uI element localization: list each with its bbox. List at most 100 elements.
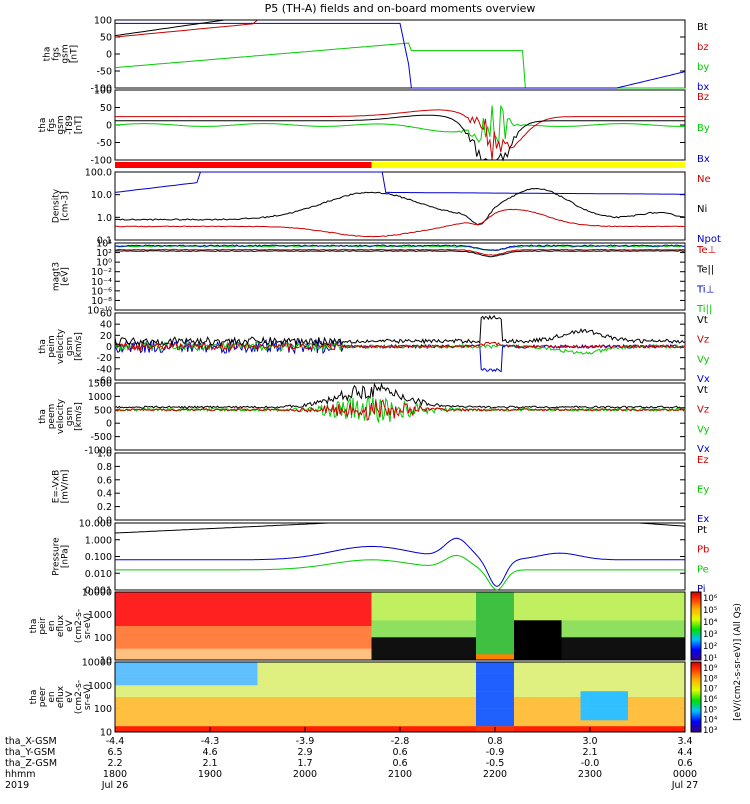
spectrogram-cell (542, 708, 553, 715)
chart-title: P5 (TH-A) fields and on-board moments ov… (265, 2, 536, 15)
spectrogram-cell (409, 626, 420, 632)
spectrogram-cell (333, 648, 344, 655)
y-axis-label-line: [nT] (74, 116, 84, 134)
spectrogram-cell (276, 673, 287, 680)
spectrogram-cell (571, 720, 581, 727)
spectrogram-cell (305, 714, 315, 721)
spectrogram-cell (210, 643, 220, 649)
y-axis-label-line: tha (38, 339, 48, 354)
spectrogram-cell (666, 667, 676, 674)
spectrogram-cell (438, 648, 448, 655)
spectrogram-cell (447, 685, 458, 692)
spectrogram-cell (628, 609, 638, 615)
spectrogram-cell (381, 637, 391, 644)
spectrogram-cell (552, 714, 562, 721)
spectrogram-cell (400, 643, 410, 649)
spectrogram-cell (333, 626, 344, 632)
spectrogram-cell (419, 708, 429, 715)
spectrogram-cell (571, 637, 581, 644)
spectrogram-cell (476, 702, 486, 709)
spectrogram-cell (561, 626, 572, 632)
spectrogram-cell (210, 708, 220, 715)
spectrogram-cell (628, 679, 638, 686)
spectrogram-cell (504, 620, 515, 627)
y-axis-label-line: sr-eV) (83, 613, 93, 639)
spectrogram-cell (523, 720, 534, 727)
spectrogram-cell (637, 726, 648, 733)
spectrogram-cell (115, 679, 125, 686)
spectrogram-cell (343, 685, 353, 692)
time-axis-row-label: 2019 (5, 780, 29, 791)
spectrogram-cell (381, 673, 391, 680)
spectrogram-cell (343, 603, 353, 610)
spectrogram-cell (466, 654, 477, 661)
y-axis-label-line: E=-VxB (52, 470, 62, 504)
trace-npot (114, 171, 685, 195)
spectrogram-cell (656, 679, 667, 686)
colorbar-tick-label: 10⁸ (703, 674, 718, 684)
spectrogram-cell (324, 662, 334, 669)
spectrogram-cell (200, 609, 211, 615)
spectrogram-cell (637, 702, 648, 709)
spectrogram-cell (457, 685, 467, 692)
spectrogram-cell (219, 662, 230, 669)
spectrogram-cell (637, 620, 648, 627)
spectrogram-cell (362, 631, 372, 638)
spectrogram-cell (238, 631, 249, 638)
spectrogram-cell (666, 648, 676, 655)
spectrogram-cell (219, 667, 230, 674)
spectrogram-cell (324, 691, 334, 698)
spectrogram-cell (381, 702, 391, 709)
spectrogram-cell (599, 597, 610, 604)
spectrogram-cell (295, 620, 306, 627)
spectrogram-cell (419, 597, 429, 604)
spectrogram-cell (314, 643, 325, 649)
colorbar-tick-label: 10⁴ (703, 618, 718, 628)
spectrogram-cell (438, 679, 448, 686)
spectrogram-cell (172, 679, 182, 686)
y-axis-label-line: gsm (56, 115, 66, 134)
spectrogram-cell (485, 620, 496, 627)
spectrogram-cell (533, 597, 543, 604)
spectrogram-cell (362, 714, 372, 721)
spectrogram-cell (257, 667, 268, 674)
spectrogram-cell (561, 654, 572, 661)
y-axis-label-line: tha (43, 47, 53, 62)
spectrogram-cell (637, 626, 648, 632)
spectrogram-cell (514, 631, 524, 638)
spectrogram-cell (305, 597, 315, 604)
spectrogram-cell (428, 643, 439, 649)
spectrogram-cell (162, 592, 173, 598)
spectrogram-cell (599, 648, 610, 655)
spectrogram-cell (656, 592, 667, 598)
spectrogram-cell (647, 597, 657, 604)
spectrogram-cell (162, 662, 173, 669)
spectrogram-cell (124, 662, 135, 669)
spectrogram-cell (533, 697, 543, 704)
spectrogram-cell (533, 726, 543, 733)
legend-entry-peem-velocity: Vy (697, 424, 710, 435)
spectrogram-cell (666, 685, 676, 692)
spectrogram-cell (371, 643, 382, 649)
legend-entry-fgs-gsm: bz (697, 42, 709, 53)
spectrogram-cell (400, 631, 410, 638)
spectrogram-cell (400, 597, 410, 604)
time-axis-value: 2.2 (107, 758, 122, 769)
spectrogram-cell (276, 643, 287, 649)
spectrogram-cell (115, 673, 125, 680)
trace-peem-vz (114, 399, 686, 421)
spectrogram-cell (504, 614, 515, 621)
spectrogram-cell (675, 626, 686, 632)
spectrogram-cell (580, 702, 591, 709)
spectrogram-cell (580, 626, 591, 632)
spectrogram-cell (153, 667, 163, 674)
spectrogram-cell (599, 631, 610, 638)
time-axis-value: 1900 (198, 769, 222, 780)
spectrogram-cell (656, 673, 667, 680)
spectrogram-cell (257, 697, 268, 704)
spectrogram-cell (248, 662, 258, 669)
spectrogram-cell (172, 662, 182, 669)
spectrogram-cell (352, 667, 363, 674)
spectrogram-cell (352, 673, 363, 680)
